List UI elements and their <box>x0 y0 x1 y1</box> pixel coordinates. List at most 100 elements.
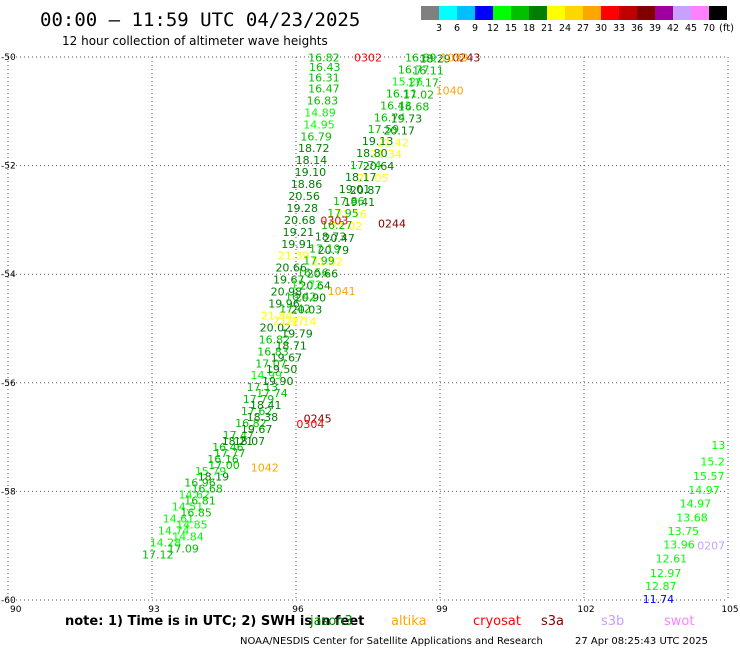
wave-height-label: 14.95 <box>303 118 335 131</box>
wave-height-label: 20.68 <box>284 214 316 227</box>
wave-height-label: 18.07 <box>234 435 266 448</box>
wave-height-label: 13.96 <box>663 539 695 552</box>
wave-height-label: 20.87 <box>350 184 382 197</box>
wave-height-label: 16.77 <box>398 63 430 76</box>
wave-height-label: 19.13 <box>362 135 394 148</box>
wave-height-label: 17.07 <box>255 357 287 370</box>
wave-height-label: 21.34 <box>370 148 402 161</box>
wave-height-label: 19.96 <box>268 298 300 311</box>
satellite-legend: jason3 altika cryosat s3a s3b swot <box>309 614 694 629</box>
wave-height-label: 16.82 <box>308 52 340 65</box>
x-tick-label: 102 <box>577 605 594 615</box>
legend-s3b: s3b <box>601 614 624 629</box>
y-tick-label: -52 <box>1 162 16 172</box>
wave-height-label: 20.17 <box>383 124 415 137</box>
wave-height-label: 19.73 <box>391 112 423 125</box>
wave-height-label: 21.84 <box>261 309 293 322</box>
wave-height-label: 16.43 <box>309 61 341 74</box>
colorbar-swatch <box>583 6 601 20</box>
wave-height-label: 19.90 <box>262 375 294 388</box>
wave-height-label: 16.56 <box>297 267 329 280</box>
wave-height-label: 18.17 <box>345 171 377 184</box>
wave-height-label: 17.77 <box>214 447 246 460</box>
wave-height-label: 18.86 <box>291 178 323 191</box>
colorbar-swatch <box>493 6 511 20</box>
wave-height-label: 17.99 <box>303 255 335 268</box>
colorbar-swatch <box>457 6 475 20</box>
wave-height-label: 20.56 <box>288 190 320 203</box>
colorbar-label: 33 <box>613 23 625 34</box>
wave-height-label: 21.39 <box>278 250 310 263</box>
wave-height-label: 0302 <box>354 52 382 65</box>
legend-cryosat: cryosat <box>473 614 521 629</box>
wave-height-label: 18.73 <box>315 231 347 244</box>
page-title: 00:00 – 11:59 UTC 04/23/2025 <box>40 9 360 31</box>
wave-height-label: 18.80 <box>356 147 388 160</box>
wave-height-label: 17.19 <box>309 243 341 256</box>
wave-height-label: 21.47 <box>273 314 305 327</box>
wave-height-points: 16.8216.4316.3116.4716.8314.8914.9516.79… <box>142 52 725 606</box>
x-tick-label: 93 <box>148 605 159 615</box>
footer-note: note: 1) Time is in UTC; 2) SWH is in fe… <box>65 614 364 629</box>
wave-height-label: 16.82 <box>259 333 291 346</box>
wave-height-label: 0207 <box>697 540 725 553</box>
wave-height-label: 19.28 <box>286 202 318 215</box>
colorbar-label: 24 <box>559 23 571 34</box>
colorbar-swatch <box>601 6 619 20</box>
wave-height-label: 18.38 <box>247 411 279 424</box>
wave-height-label: 17.12 <box>142 548 174 561</box>
wave-height-label: 14.84 <box>172 530 204 543</box>
colorbar-label: 30 <box>595 23 607 34</box>
wave-height-label: 13 <box>711 439 725 452</box>
wave-height-label: 1041 <box>328 285 356 298</box>
wave-height-label: 17.79 <box>243 393 275 406</box>
wave-height-label: 16.85 <box>180 507 212 520</box>
colorbar-unit: (ft) <box>719 23 734 34</box>
colorbar-swatch <box>565 6 583 20</box>
colorbar-label: 21 <box>541 23 553 34</box>
wave-height-label: 17.62 <box>241 405 273 418</box>
wave-height-label: 16.82 <box>235 417 267 430</box>
wave-height-label: 17.13 <box>247 381 279 394</box>
colorbar-label: 6 <box>454 23 460 34</box>
colorbar-label: 12 <box>487 23 499 34</box>
wave-height-label: 20.79 <box>318 244 350 257</box>
y-tick-label: -50 <box>1 53 16 63</box>
wave-height-label: 21.16 <box>335 208 367 221</box>
wave-height-label: 16.31 <box>308 72 340 85</box>
wave-height-label: 19.67 <box>241 423 273 436</box>
x-tick-labels: 90 93 96 99 102 105 <box>10 605 739 615</box>
wave-height-label: 16.74 <box>374 111 406 124</box>
legend-jason3: jason3 <box>309 614 353 629</box>
y-tick-label: -54 <box>1 270 16 280</box>
wave-height-label: 20.66 <box>307 268 339 281</box>
wave-height-label: 14.85 <box>176 519 208 532</box>
y-tick-label: -60 <box>1 596 16 606</box>
wave-height-label: 19.41 <box>344 196 376 209</box>
wave-height-label: 15.57 <box>693 470 725 483</box>
wave-height-label: 17.42 <box>279 302 311 315</box>
wave-height-label: 1040 <box>436 85 464 98</box>
wave-height-label: 17.17 <box>407 77 439 90</box>
wave-height-label: 0244 <box>378 218 406 231</box>
wave-height-label: 14.74 <box>158 524 190 537</box>
footer-credit: NOAA/NESDIS Center for Satellite Applica… <box>240 636 543 647</box>
colorbar-swatch <box>673 6 691 20</box>
wave-height-label: 20.66 <box>275 262 307 275</box>
wave-height-label: 16.89 <box>405 52 437 65</box>
colorbar-label: 42 <box>667 23 679 34</box>
wave-height-label: 16.11 <box>386 87 418 100</box>
wave-height-label: 16.83 <box>257 345 289 358</box>
wave-height-label: 12.87 <box>645 580 677 593</box>
colorbar-swatch <box>547 6 565 20</box>
colorbar-label: 45 <box>685 23 697 34</box>
wave-height-label: 17.74 <box>256 387 288 400</box>
wave-height-label: 16.83 <box>307 94 339 107</box>
wave-height-label: 11.74 <box>643 593 675 606</box>
wave-height-label: 17.74 <box>350 159 382 172</box>
wave-height-label: 13.68 <box>676 511 708 524</box>
wave-height-label: 14.61 <box>163 513 195 526</box>
legend-swot: swot <box>664 614 694 629</box>
y-tick-labels: -50 -52 -54 -56 -58 -60 <box>1 53 16 606</box>
